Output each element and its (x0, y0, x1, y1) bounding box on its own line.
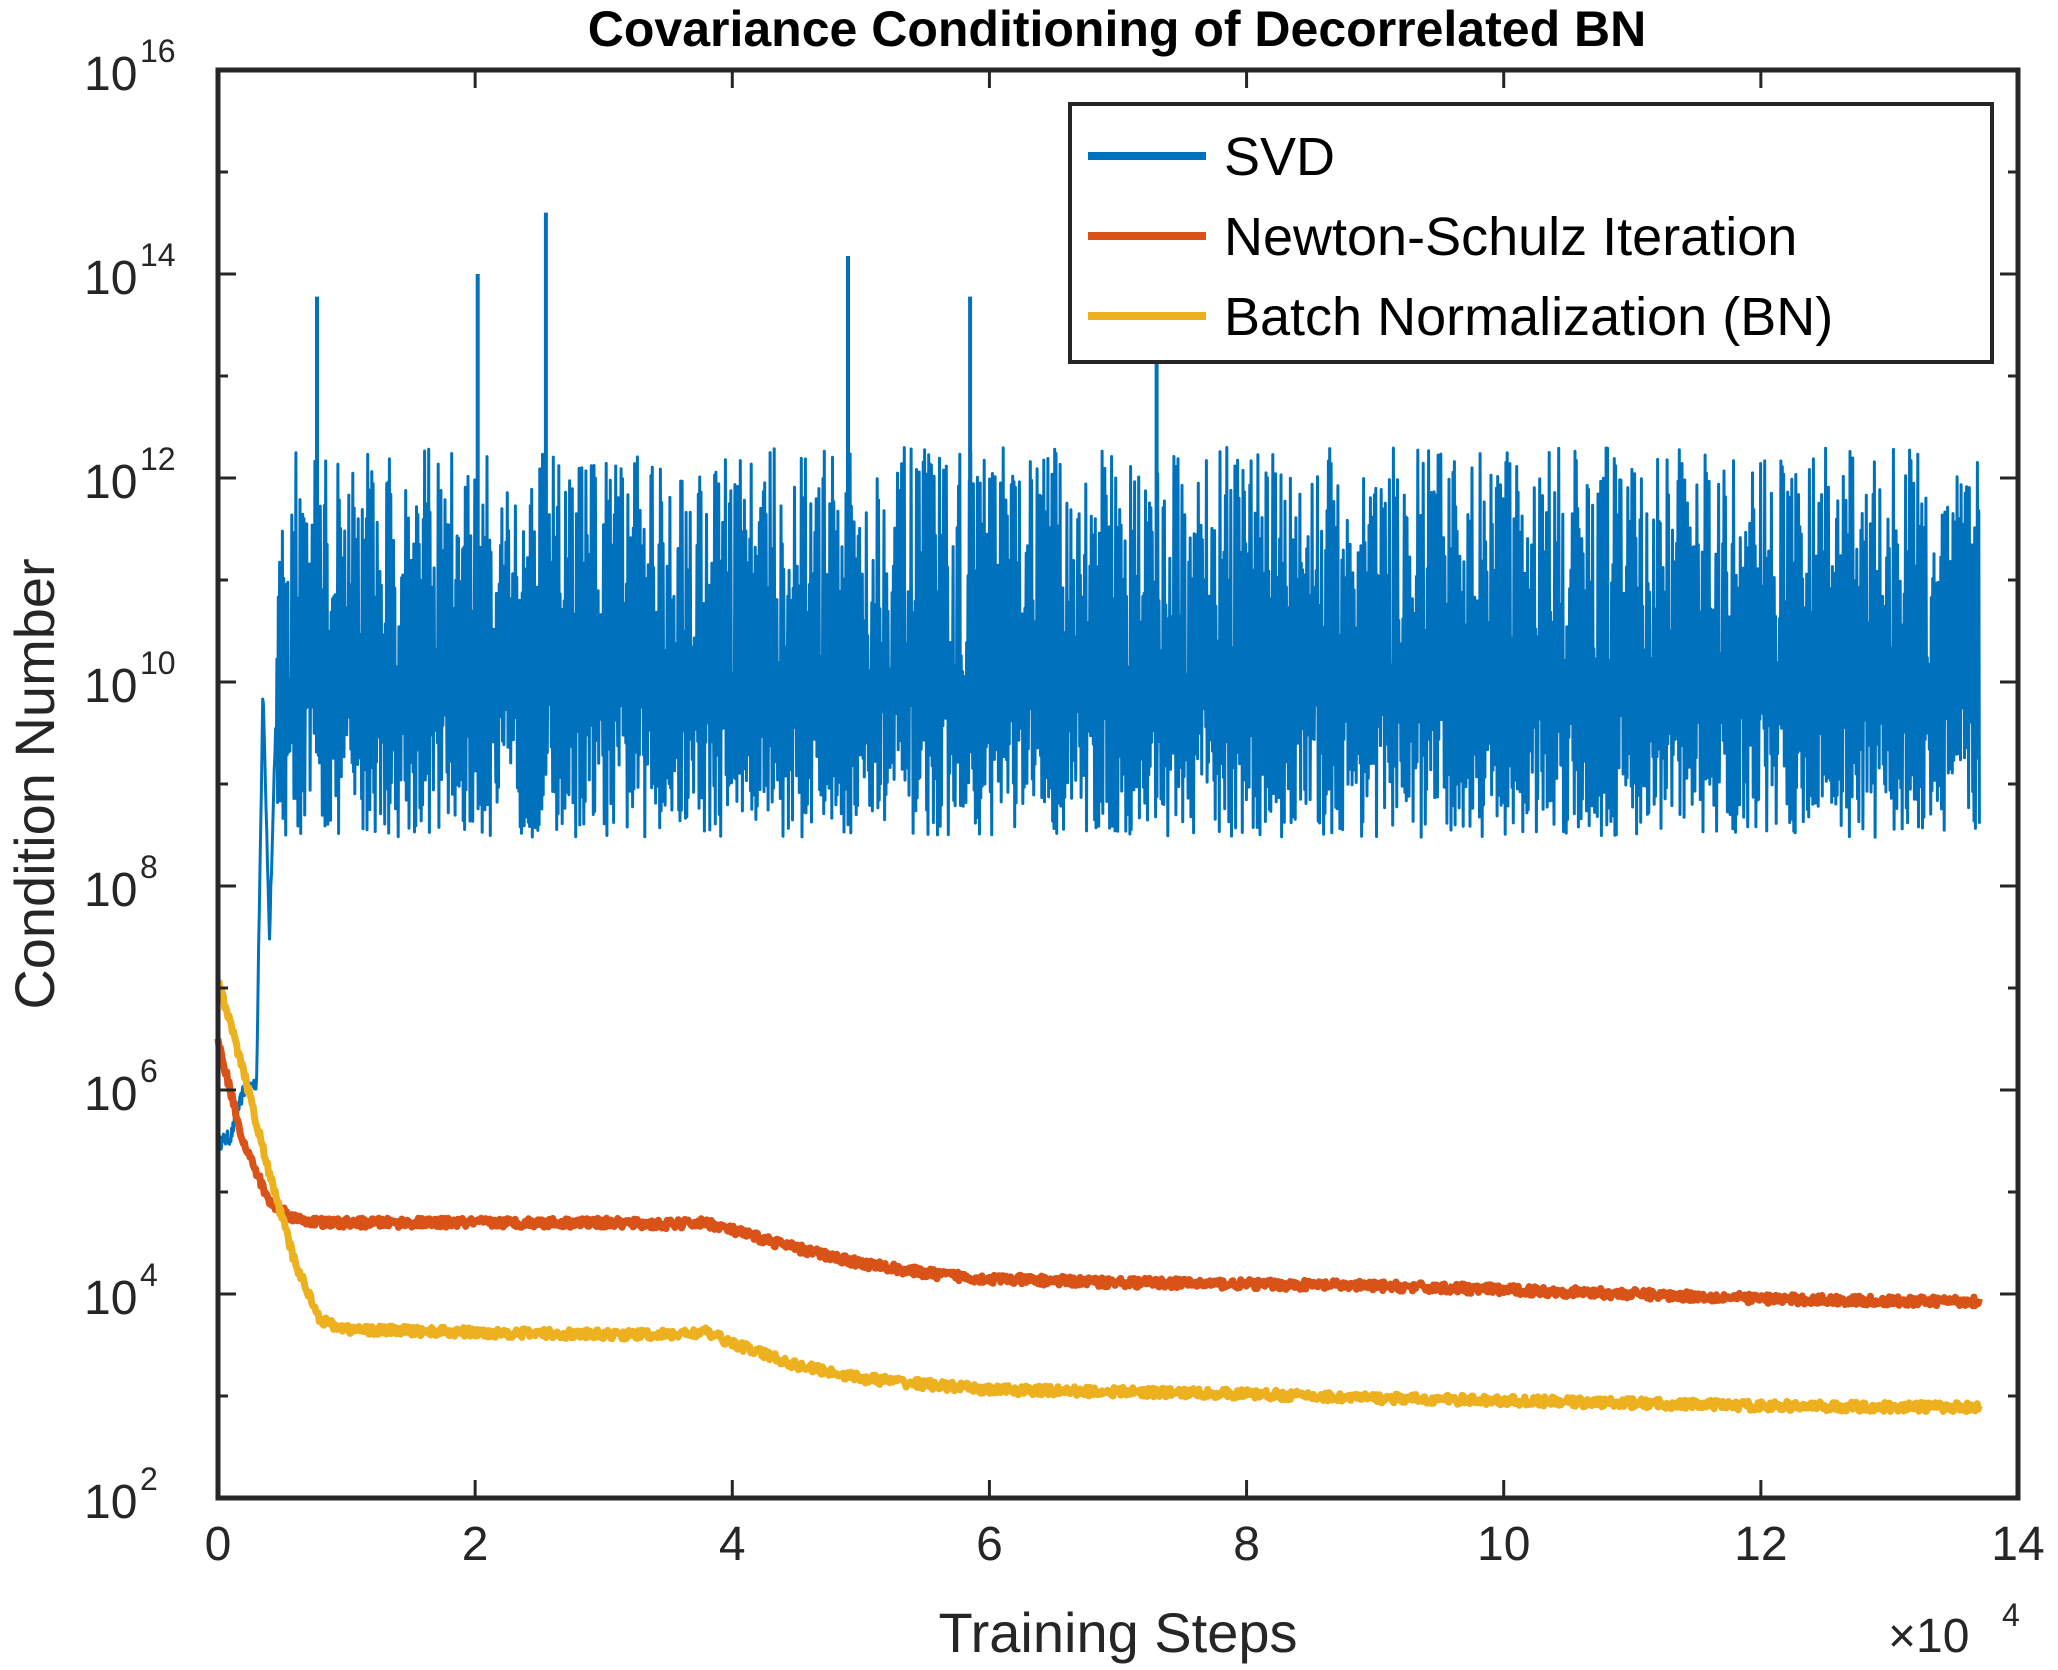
x-multiplier-exponent: 4 (2002, 1597, 2020, 1633)
plot-frame (215, 67, 2021, 1501)
x-tick-label: 0 (205, 1518, 232, 1571)
legend: SVD Newton-Schulz Iteration Batch Normal… (1068, 102, 1994, 364)
y-tick-exponent: 8 (140, 849, 158, 885)
y-tick-base: 10 (84, 864, 137, 917)
y-tick-exponent: 4 (140, 1257, 158, 1293)
legend-label-batch-norm: Batch Normalization (BN) (1224, 287, 1833, 347)
legend-label-newton-schulz: Newton-Schulz Iteration (1224, 207, 1797, 267)
x-axis-multiplier: ×10 4 (1888, 1597, 2020, 1663)
y-tick-label: 10 6 (84, 1053, 158, 1121)
y-tick-label: 10 8 (84, 849, 158, 917)
x-multiplier-base: ×10 (1888, 1610, 1969, 1663)
series-svd-line (216, 446, 1981, 1151)
y-tick-exponent: 6 (140, 1053, 158, 1089)
y-tick-exponent: 12 (140, 441, 176, 477)
y-tick-label: 10 10 (84, 645, 176, 713)
y-tick-exponent: 16 (140, 33, 176, 69)
series-layer (214, 212, 1983, 1416)
y-tick-label: 10 2 (84, 1461, 158, 1529)
x-tick-label: 8 (1233, 1518, 1260, 1571)
series-svd (216, 212, 1981, 1151)
y-tick-base: 10 (84, 1272, 137, 1325)
y-tick-label: 10 14 (84, 237, 176, 305)
y-tick-base: 10 (84, 1068, 137, 1121)
legend-label-svd: SVD (1224, 127, 1335, 187)
x-tick-label: 6 (976, 1518, 1003, 1571)
x-tick-label: 4 (719, 1518, 746, 1571)
x-axis-label: Training Steps (939, 1601, 1298, 1664)
x-tick-label: 2 (462, 1518, 489, 1571)
y-axis-label: Condition Number (3, 558, 66, 1009)
series-batch-norm (215, 978, 1983, 1416)
y-tick-exponent: 10 (140, 645, 176, 681)
y-tick-base: 10 (84, 1476, 137, 1529)
y-tick-label: 10 16 (84, 33, 176, 101)
y-tick-exponent: 2 (140, 1461, 158, 1497)
y-tick-exponent: 14 (140, 237, 176, 273)
x-tick-label: 14 (1991, 1518, 2044, 1571)
x-tick-labels: 0 2 4 6 8 10 12 14 (205, 1518, 2045, 1571)
y-tick-label: 10 12 (84, 441, 176, 509)
y-tick-base: 10 (84, 48, 137, 101)
series-newton-schulz (214, 1038, 1983, 1310)
y-tick-base: 10 (84, 456, 137, 509)
x-tick-label: 10 (1477, 1518, 1530, 1571)
y-tick-base: 10 (84, 252, 137, 305)
legend-box (1068, 102, 1994, 364)
x-tick-label: 12 (1734, 1518, 1787, 1571)
y-tick-base: 10 (84, 660, 137, 713)
chart-title: Covariance Conditioning of Decorrelated … (588, 1, 1646, 57)
y-tick-label: 10 4 (84, 1257, 158, 1325)
